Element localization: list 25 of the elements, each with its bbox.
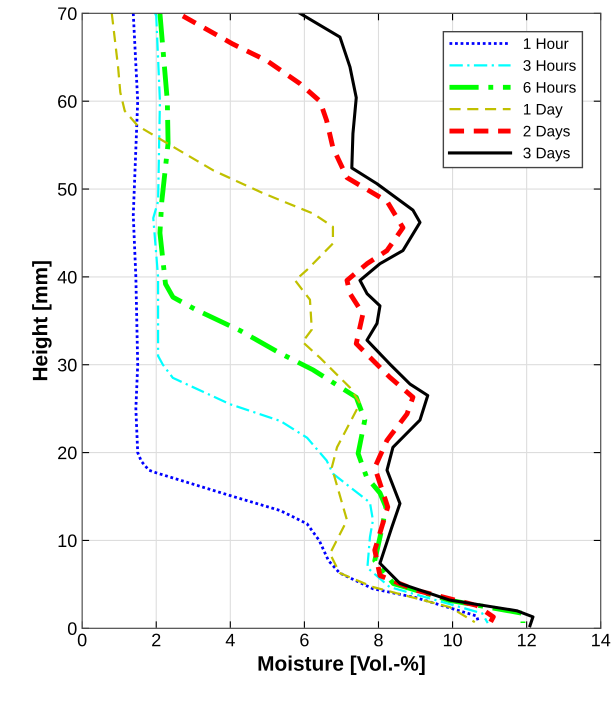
x-tick-label: 14: [592, 634, 610, 646]
legend-label: 2 Days: [524, 126, 570, 140]
y-tick-label: 60: [58, 95, 77, 108]
x-tick-label: 2: [152, 634, 160, 646]
x-tick-label: 10: [444, 634, 462, 646]
line-series: [298, 13, 534, 628]
y-tick-label: 20: [58, 446, 77, 460]
y-tick-label: 30: [58, 358, 77, 372]
y-tick-label: 40: [58, 270, 77, 284]
y-tick-label: 10: [58, 534, 77, 548]
y-axis-title: Height [mm]: [32, 261, 52, 380]
x-tick-label: 4: [226, 634, 235, 646]
x-tick-label: 0: [78, 634, 86, 646]
legend-label: 6 Hours: [524, 82, 576, 93]
y-tick-label: 50: [58, 182, 77, 196]
x-axis-title: Moisture [Vol.-%]: [258, 656, 425, 675]
legend-label: 1 Day: [524, 104, 563, 118]
x-tick-label: 6: [300, 634, 309, 646]
legend-label: 3 Hours: [523, 60, 576, 71]
x-tick-label: 12: [518, 634, 536, 646]
x-tick-label: 8: [374, 634, 383, 646]
legend-label: 3 Days: [523, 148, 570, 162]
y-tick-label: 70: [58, 7, 77, 20]
y-tick-label: 0: [68, 622, 77, 636]
legend-label: 1 Hour: [524, 38, 568, 50]
